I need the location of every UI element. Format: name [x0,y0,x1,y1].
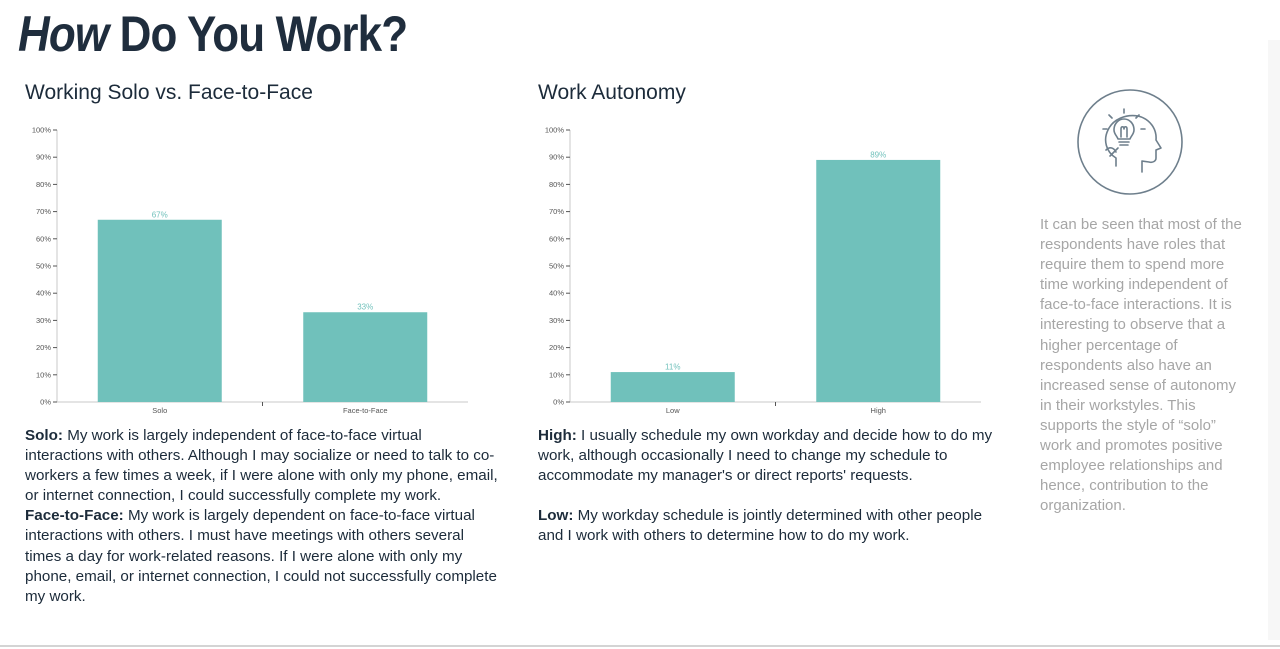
autonomy-chart-data-label: 89% [870,150,886,159]
footer-divider [0,645,1280,647]
autonomy-chart-y-tick-label: 70% [549,207,564,216]
scroll-edge [1268,40,1280,640]
solo-chart-x-tick-label: Face-to-Face [343,406,388,415]
description-solo-term: Solo: [25,427,63,444]
description-solo: Solo: My work is largely independent of … [25,426,503,506]
solo-chart-y-tick-label: 0% [40,398,51,407]
solo-chart-x-tick-label: Solo [152,406,167,415]
description-autonomy: High: I usually schedule my own workday … [538,426,1008,546]
description-low-term: Low: [538,507,574,525]
chart-work-autonomy: 0% 10% 20% 30% 40% 50% 60% 70% 80% 90% 100% 11% Low 8… [545,126,981,415]
autonomy-chart-bar-high [816,159,941,402]
autonomy-chart-x-tick-label: High [871,406,886,415]
autonomy-chart-x-tick-label: Low [666,406,680,415]
page-title: How Do You Work? [18,4,409,64]
solo-chart-y-tick-label: 30% [36,316,51,325]
idea-head-icon [1076,88,1184,196]
solo-chart-y-tick-label: 50% [36,262,51,271]
solo-chart-bar-face-to-face [303,312,428,402]
description-low: Low: My workday schedule is jointly dete… [538,506,1008,546]
autonomy-chart-y-tick-label: 10% [549,370,564,379]
solo-chart-y-tick-label: 10% [36,370,51,379]
solo-chart-y-tick-label: 70% [36,207,51,216]
solo-chart-y-tick-label: 60% [36,234,51,243]
chart-solo-vs-face: 0% 10% 20% 30% 40% 50% 60% 70% 80% 90% 100% 67% Solo… [32,126,468,415]
autonomy-chart-y-tick-label: 90% [549,153,564,162]
autonomy-chart-y-tick-label: 30% [549,316,564,325]
chart-title-solo-vs-face: Working Solo vs. Face-to-Face [25,81,313,104]
solo-chart-y-tick-label: 40% [36,289,51,298]
autonomy-chart-bar-low [610,372,735,402]
chart-title-work-autonomy: Work Autonomy [538,81,686,104]
description-f2f-text: My work is largely dependent on face-to-… [25,507,497,605]
solo-chart-y-tick-label: 80% [36,180,51,189]
description-high-text: I usually schedule my own workday and de… [538,427,993,485]
description-solo-text: My work is largely independent of face-t… [25,427,498,505]
autonomy-chart-data-label: 11% [665,363,680,372]
solo-chart-y-tick-label: 90% [36,153,51,162]
autonomy-chart-y-tick-label: 80% [549,180,564,189]
page-title-rest: Do You Work? [119,6,409,62]
solo-chart-bar-solo [97,219,222,402]
solo-chart-y-tick-label: 100% [32,126,52,135]
autonomy-chart-y-tick-label: 20% [549,343,564,352]
solo-chart-y-tick-label: 20% [36,343,51,352]
autonomy-chart-y-tick-label: 40% [549,289,564,298]
solo-chart-data-label: 33% [357,303,373,312]
summary-text: It can be seen that most of the responde… [1040,216,1242,515]
description-f2f-term: Face-to-Face: [25,507,124,525]
autonomy-chart-y-tick-label: 50% [549,262,564,271]
description-face-to-face: Face-to-Face: My work is largely depende… [25,506,503,606]
autonomy-chart-y-tick-label: 0% [553,398,564,407]
description-high: High: I usually schedule my own workday … [538,426,1008,486]
description-high-term: High: [538,427,577,444]
description-solo-face: Solo: My work is largely independent of … [25,426,503,607]
description-low-text: My workday schedule is jointly determine… [538,507,983,545]
page-title-emphasis: How [18,6,109,62]
autonomy-chart-y-tick-label: 60% [549,234,564,243]
solo-chart-data-label: 67% [152,210,168,219]
autonomy-chart-y-tick-label: 100% [545,126,565,135]
